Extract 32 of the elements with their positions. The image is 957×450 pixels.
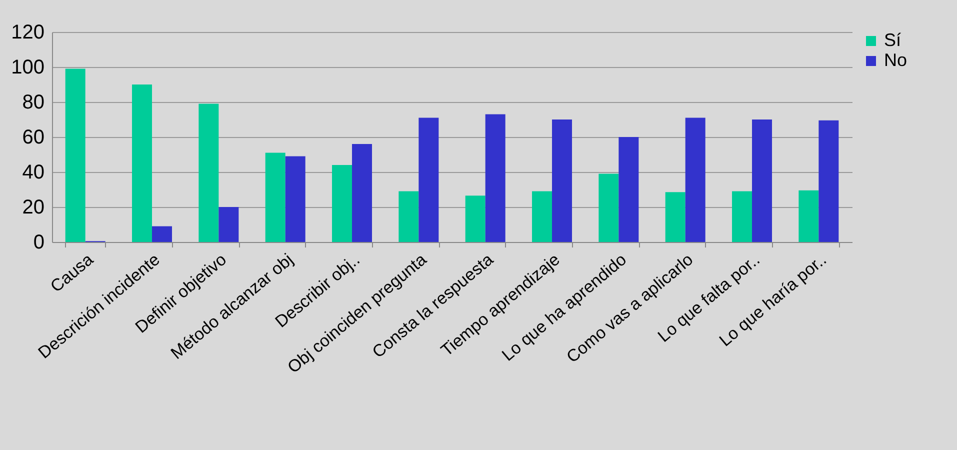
bar: [798, 190, 819, 242]
bar: [618, 137, 639, 242]
y-tick-label: 20: [22, 196, 44, 218]
bar: [285, 156, 306, 242]
bar: [65, 68, 86, 242]
bar: [332, 165, 352, 242]
bar: [752, 120, 772, 242]
y-tick-label: 80: [22, 92, 44, 114]
bar: [552, 120, 572, 242]
bar: [132, 84, 152, 242]
bar: [265, 152, 286, 242]
bar: [485, 114, 506, 242]
bar: [152, 226, 172, 242]
bar: [685, 118, 706, 242]
y-tick-label: 40: [22, 162, 44, 184]
bar: [198, 104, 219, 242]
bar: [732, 191, 752, 242]
bar: [818, 120, 839, 242]
bar: [465, 196, 486, 242]
bar: [218, 207, 239, 242]
legend-label: No: [884, 50, 908, 70]
legend-label: Sí: [884, 30, 902, 50]
bar: [398, 191, 419, 242]
y-tick-label: 0: [33, 232, 44, 254]
bar: [665, 192, 686, 242]
y-tick-label: 100: [11, 56, 44, 78]
bar: [352, 144, 372, 242]
bar: [598, 174, 619, 242]
y-tick-label: 60: [22, 126, 44, 148]
bar: [532, 191, 552, 242]
bar: [418, 118, 439, 242]
y-tick-label: 120: [11, 22, 44, 44]
